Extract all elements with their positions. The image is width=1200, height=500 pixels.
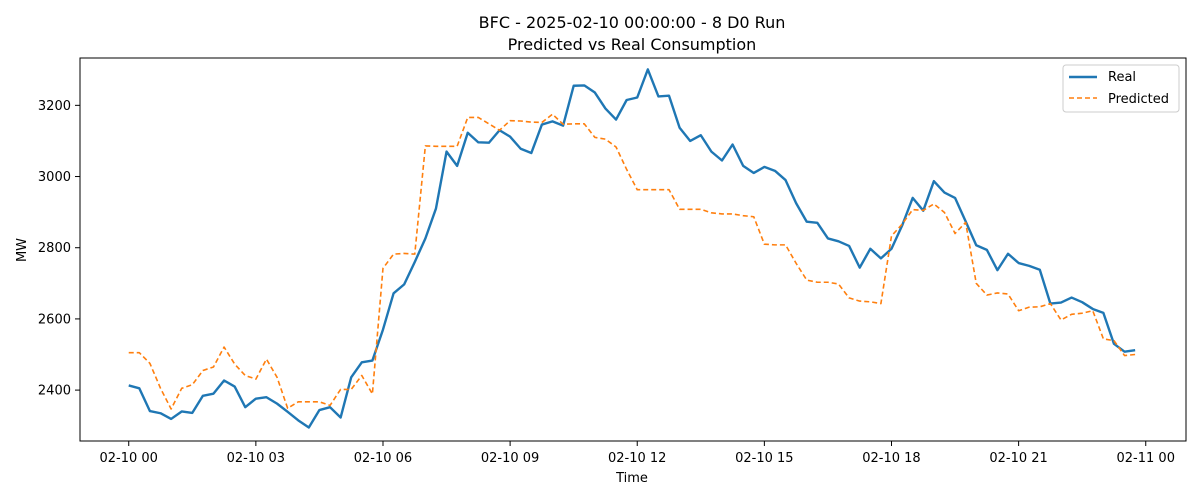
x-tick-label: 02-10 00 bbox=[100, 451, 158, 466]
series-line-predicted bbox=[128, 113, 1136, 410]
x-tick-label: 02-11 00 bbox=[1117, 451, 1175, 466]
x-tick-label: 02-10 15 bbox=[735, 451, 793, 466]
x-axis-label: Time bbox=[615, 471, 648, 486]
x-tick-label: 02-10 18 bbox=[862, 451, 920, 466]
x-tick-label: 02-10 21 bbox=[989, 451, 1047, 466]
x-tick-label: 02-10 06 bbox=[354, 451, 412, 466]
legend: Real Predicted bbox=[1062, 64, 1180, 113]
y-axis-label: MW bbox=[15, 238, 30, 262]
y-tick-label: 3200 bbox=[38, 99, 71, 114]
x-axis: 02-10 00 02-10 03 02-10 06 02-10 09 02-10 12… bbox=[100, 441, 1175, 466]
y-tick-label: 2800 bbox=[38, 241, 71, 256]
x-tick-label: 02-10 12 bbox=[608, 451, 666, 466]
x-tick-label: 02-10 03 bbox=[227, 451, 285, 466]
chart-subtitle: Predicted vs Real Consumption bbox=[508, 35, 757, 54]
y-tick-label: 2400 bbox=[38, 384, 71, 399]
y-axis: 2400 2600 2800 3000 3200 bbox=[38, 99, 80, 399]
legend-real-label: Real bbox=[1108, 70, 1136, 85]
plot-frame bbox=[79, 57, 1187, 442]
series-line-real bbox=[128, 68, 1136, 429]
x-tick-label: 02-10 09 bbox=[481, 451, 539, 466]
y-tick-label: 3000 bbox=[38, 170, 71, 185]
series-lines bbox=[128, 68, 1136, 429]
legend-predicted-label: Predicted bbox=[1108, 92, 1169, 107]
y-tick-label: 2600 bbox=[38, 312, 71, 327]
chart-title: BFC - 2025-02-10 00:00:00 - 8 D0 Run bbox=[479, 13, 786, 32]
